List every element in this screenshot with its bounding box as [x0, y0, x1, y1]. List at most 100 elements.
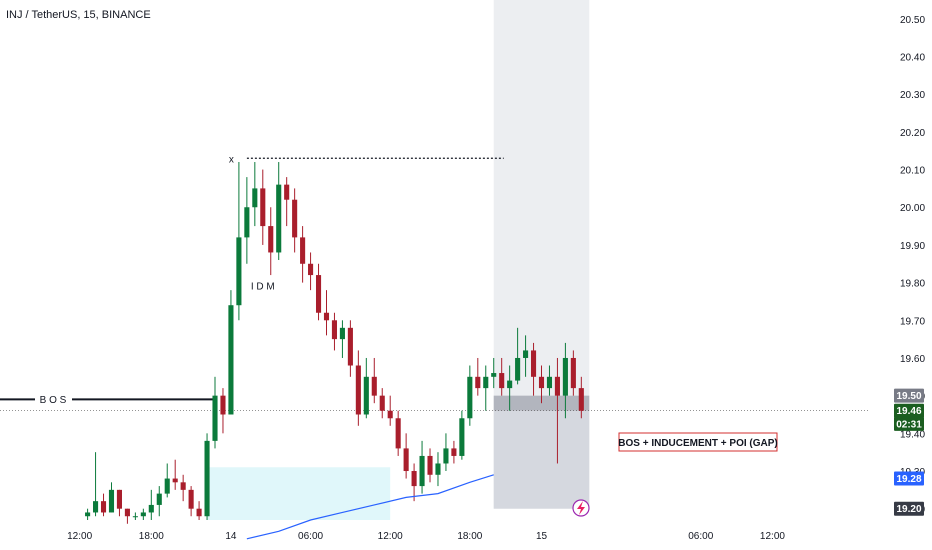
candle-body: [347, 327, 353, 366]
x-tick-label: 12:00: [760, 531, 785, 542]
candle-body: [212, 395, 218, 441]
candle-body: [140, 512, 146, 517]
candle-body: [403, 448, 409, 472]
price-tag-label: 19.46: [896, 406, 921, 417]
y-tick-label: 19.90: [900, 241, 925, 252]
y-tick-label: 19.40: [900, 429, 925, 440]
candle-body: [523, 350, 529, 358]
candle-body: [276, 184, 282, 253]
candle-body: [395, 418, 401, 449]
candle-body: [292, 199, 298, 238]
candle-body: [451, 448, 457, 456]
candle-body: [220, 395, 226, 415]
candle-body: [554, 376, 560, 396]
bos-label: B O S: [40, 395, 67, 406]
price-tag-label: 19.50: [896, 391, 921, 402]
candle-body: [363, 376, 369, 415]
price-tag-label: 19.20: [896, 504, 921, 515]
price-tag: [894, 403, 924, 418]
candle-body: [387, 410, 393, 419]
candle-body: [284, 184, 290, 200]
candle-body: [300, 237, 306, 264]
candle-body: [515, 357, 521, 381]
candle-body: [355, 365, 361, 415]
poi-annotation-box: [618, 432, 778, 452]
swing-high-marker: x: [229, 154, 234, 165]
candle-body: [467, 376, 473, 419]
price-tag-label: 19.28: [896, 474, 921, 485]
candle-body: [443, 448, 449, 464]
candle-body: [85, 512, 91, 517]
candle-body: [427, 455, 433, 475]
candle-body: [124, 508, 130, 517]
candle-body: [339, 327, 345, 340]
price-tag-label: 02:31: [896, 419, 922, 430]
price-tag: [894, 501, 924, 516]
candle-body: [491, 373, 497, 377]
x-tick-label: 12:00: [67, 531, 92, 542]
x-tick-label: 18:00: [457, 531, 482, 542]
candle-body: [100, 501, 107, 513]
candle-body: [570, 357, 576, 389]
stop-zone: [493, 410, 590, 509]
y-tick-label: 20.30: [900, 90, 925, 101]
candle-body: [507, 380, 513, 389]
candle-body: [475, 376, 481, 389]
y-tick-label: 20.40: [900, 53, 925, 64]
candle-body: [252, 188, 258, 208]
y-tick-label: 20.50: [900, 15, 925, 26]
price-tag: [894, 471, 924, 486]
candle-body: [411, 471, 417, 487]
candle-body: [156, 493, 162, 505]
x-tick-label: 15: [536, 531, 548, 542]
y-tick-label: 19.80: [900, 279, 925, 290]
candle-body: [164, 478, 170, 494]
candle-body: [538, 376, 545, 389]
candle-body: [228, 305, 234, 415]
candle-body: [244, 207, 250, 238]
y-tick-label: 20.10: [900, 166, 925, 177]
candle-body: [236, 237, 242, 306]
candle-body: [180, 482, 186, 490]
x-tick-label: 06:00: [688, 531, 713, 542]
candle-body: [188, 489, 194, 509]
candle-body: [204, 440, 210, 517]
idm-label: I D M: [251, 281, 275, 292]
candle-body: [371, 376, 377, 396]
x-tick-label: 06:00: [298, 531, 323, 542]
x-tick-label: 14: [225, 531, 237, 542]
y-tick-label: 19.60: [900, 354, 925, 365]
candle-body: [93, 501, 99, 513]
candle-body: [435, 463, 441, 475]
candle-body: [132, 516, 138, 518]
candle-body: [268, 226, 274, 253]
candle-body: [196, 508, 202, 517]
candle-body: [530, 350, 537, 377]
y-tick-label: 20.00: [900, 203, 925, 214]
candle-body: [116, 489, 122, 509]
demand-zone: [207, 467, 391, 520]
candle-body: [546, 376, 553, 389]
candle-body: [331, 320, 338, 340]
candle-body: [483, 376, 489, 389]
price-tag: [894, 416, 924, 431]
candle-body: [562, 357, 568, 396]
candle-body: [578, 388, 584, 411]
candle-body: [459, 418, 465, 456]
candle-body: [260, 188, 266, 227]
candle-body: [379, 395, 385, 411]
candle-body: [308, 263, 314, 276]
candle-body: [172, 478, 178, 483]
y-tick-label: 19.70: [900, 316, 925, 327]
poi-annotation-label: BOS + INDUCEMENT + POI (GAP): [618, 438, 777, 449]
x-tick-label: 18:00: [139, 531, 164, 542]
lightning-bolt-glyph: [577, 501, 585, 515]
x-tick-label: 12:00: [378, 531, 403, 542]
candle-body: [499, 373, 505, 389]
candle-body: [419, 455, 425, 487]
moving-average-line: [246, 474, 494, 540]
candle-body: [148, 504, 154, 513]
price-tag: [894, 388, 924, 403]
